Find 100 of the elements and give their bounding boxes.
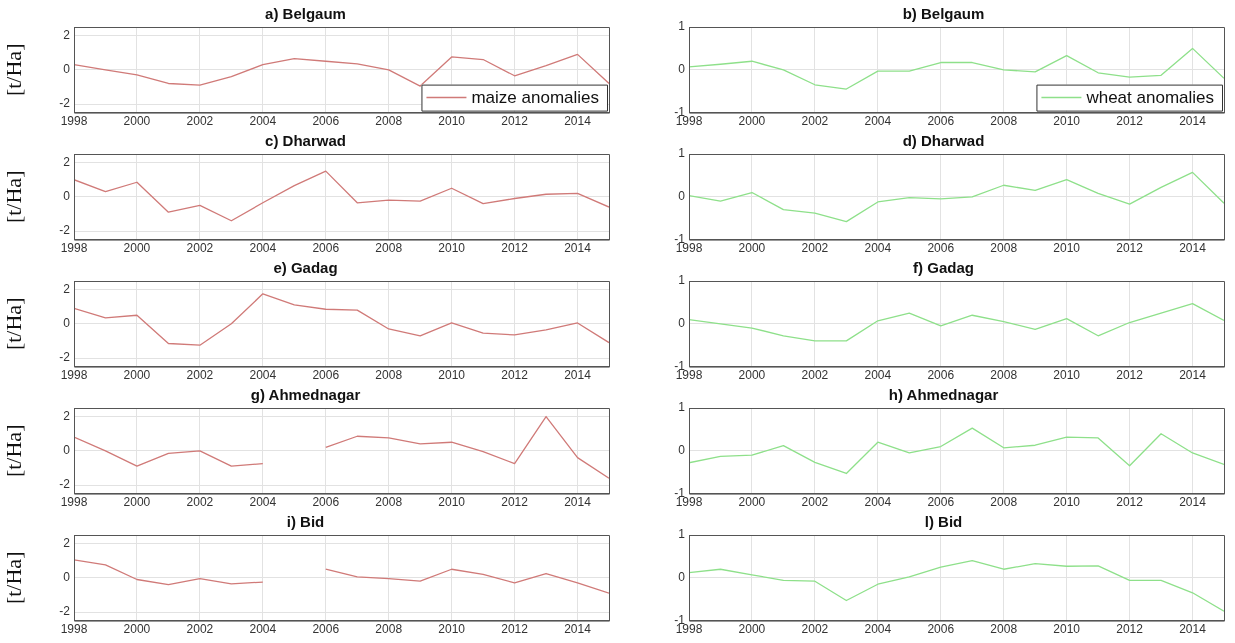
y-tick-label: 0 — [63, 570, 71, 585]
x-tick-label: 2014 — [1179, 114, 1207, 129]
chart-title: e) Gadag — [273, 259, 338, 277]
y-tick-label: 1 — [678, 146, 686, 161]
x-tick-label: 2004 — [249, 622, 277, 637]
chart-title: d) Dharwad — [902, 132, 985, 150]
x-tick-label: 2002 — [801, 368, 829, 383]
x-tick-label: 2010 — [1053, 495, 1081, 510]
x-tick-label: 2010 — [438, 368, 466, 383]
x-tick-label: 2010 — [438, 495, 466, 510]
x-tick-label: 2000 — [738, 241, 766, 256]
y-tick-label: 0 — [63, 189, 71, 204]
y-tick-label: 1 — [678, 19, 686, 34]
x-tick-label: 2004 — [249, 368, 277, 383]
x-tick-label: 2006 — [312, 495, 340, 510]
y-tick-label: 1 — [678, 527, 686, 542]
x-tick-label: 2010 — [438, 241, 466, 256]
x-tick-label: 2012 — [501, 368, 529, 383]
x-tick-label: 2014 — [1179, 495, 1207, 510]
y-tick-label: 0 — [678, 570, 686, 585]
chart-title: f) Gadag — [913, 259, 974, 277]
x-tick-label: 2012 — [1116, 241, 1144, 256]
x-tick-label: 2004 — [864, 114, 892, 129]
x-tick-label: 2000 — [123, 114, 151, 129]
x-tick-label: 2014 — [564, 495, 592, 510]
legend-label: maize anomalies — [471, 88, 599, 108]
chart-title: a) Belgaum — [265, 5, 346, 23]
x-tick-label: 2008 — [375, 368, 403, 383]
x-tick-label: 2002 — [186, 114, 214, 129]
x-tick-label: 2002 — [801, 622, 829, 637]
chart-title: b) Belgaum — [902, 5, 985, 23]
x-tick-label: 2004 — [864, 368, 892, 383]
x-tick-label: 2006 — [927, 368, 955, 383]
y-tick-label: 2 — [63, 535, 71, 550]
x-tick-label: 2004 — [249, 495, 277, 510]
x-tick-label: 2008 — [990, 368, 1018, 383]
y-tick-label: 0 — [678, 189, 686, 204]
y-tick-label: 2 — [63, 281, 71, 296]
x-tick-label: 2004 — [249, 241, 277, 256]
x-tick-label: 2008 — [375, 495, 403, 510]
x-tick-label: 2002 — [186, 241, 214, 256]
y-tick-label: 0 — [63, 316, 71, 331]
y-tick-label: 2 — [63, 408, 71, 423]
x-tick-label: 2014 — [564, 622, 592, 637]
x-tick-label: 2008 — [990, 622, 1018, 637]
y-tick-label: 0 — [63, 443, 71, 458]
y-tick-label: 2 — [63, 154, 71, 169]
x-tick-label: 2012 — [1116, 368, 1144, 383]
x-tick-label: 2012 — [1116, 495, 1144, 510]
x-tick-label: 2000 — [738, 622, 766, 637]
x-tick-label: 2010 — [438, 622, 466, 637]
x-tick-label: 1998 — [60, 495, 88, 510]
y-axis-title: [t/Ha] — [0, 424, 26, 478]
x-tick-label: 1998 — [675, 622, 703, 637]
x-tick-label: 2008 — [375, 241, 403, 256]
x-tick-label: 2008 — [375, 622, 403, 637]
x-tick-label: 2012 — [1116, 622, 1144, 637]
chart-title: l) Bid — [924, 513, 963, 531]
y-tick-label: 0 — [63, 62, 71, 77]
x-tick-label: 1998 — [675, 495, 703, 510]
x-tick-label: 2006 — [312, 622, 340, 637]
y-tick-label: 0 — [678, 316, 686, 331]
x-tick-label: 2012 — [1116, 114, 1144, 129]
x-tick-label: 2002 — [186, 495, 214, 510]
x-tick-label: 2006 — [312, 114, 340, 129]
x-tick-label: 1998 — [60, 368, 88, 383]
x-tick-label: 2002 — [801, 495, 829, 510]
x-tick-label: 2014 — [564, 368, 592, 383]
y-axis-title: [t/Ha] — [0, 551, 26, 605]
x-tick-label: 2006 — [927, 241, 955, 256]
y-axis-title: [t/Ha] — [0, 297, 26, 351]
y-axis-title: [t/Ha] — [0, 170, 26, 224]
x-tick-label: 1998 — [60, 241, 88, 256]
x-tick-label: 2006 — [927, 622, 955, 637]
y-tick-label: 0 — [678, 443, 686, 458]
x-tick-label: 2012 — [501, 241, 529, 256]
x-tick-label: 1998 — [675, 114, 703, 129]
chart-title: c) Dharwad — [265, 132, 346, 150]
x-tick-label: 2014 — [564, 114, 592, 129]
x-tick-label: 2004 — [864, 241, 892, 256]
chart-title: i) Bid — [286, 513, 325, 531]
x-tick-label: 1998 — [60, 622, 88, 637]
x-tick-label: 2010 — [1053, 114, 1081, 129]
x-tick-label: 2000 — [738, 368, 766, 383]
x-tick-label: 2006 — [927, 495, 955, 510]
x-tick-label: 1998 — [675, 241, 703, 256]
x-tick-label: 2004 — [864, 622, 892, 637]
x-tick-label: 2014 — [1179, 368, 1207, 383]
x-tick-label: 2002 — [186, 622, 214, 637]
x-tick-label: 2008 — [990, 495, 1018, 510]
x-tick-label: 2000 — [123, 368, 151, 383]
legend-label: wheat anomalies — [1085, 88, 1214, 108]
x-tick-label: 2014 — [564, 241, 592, 256]
x-tick-label: 1998 — [675, 368, 703, 383]
x-tick-label: 2014 — [1179, 622, 1207, 637]
y-tick-label: -2 — [59, 223, 71, 238]
x-tick-label: 2000 — [738, 114, 766, 129]
x-tick-label: 2004 — [864, 495, 892, 510]
x-tick-label: 2000 — [738, 495, 766, 510]
x-tick-label: 2000 — [123, 241, 151, 256]
